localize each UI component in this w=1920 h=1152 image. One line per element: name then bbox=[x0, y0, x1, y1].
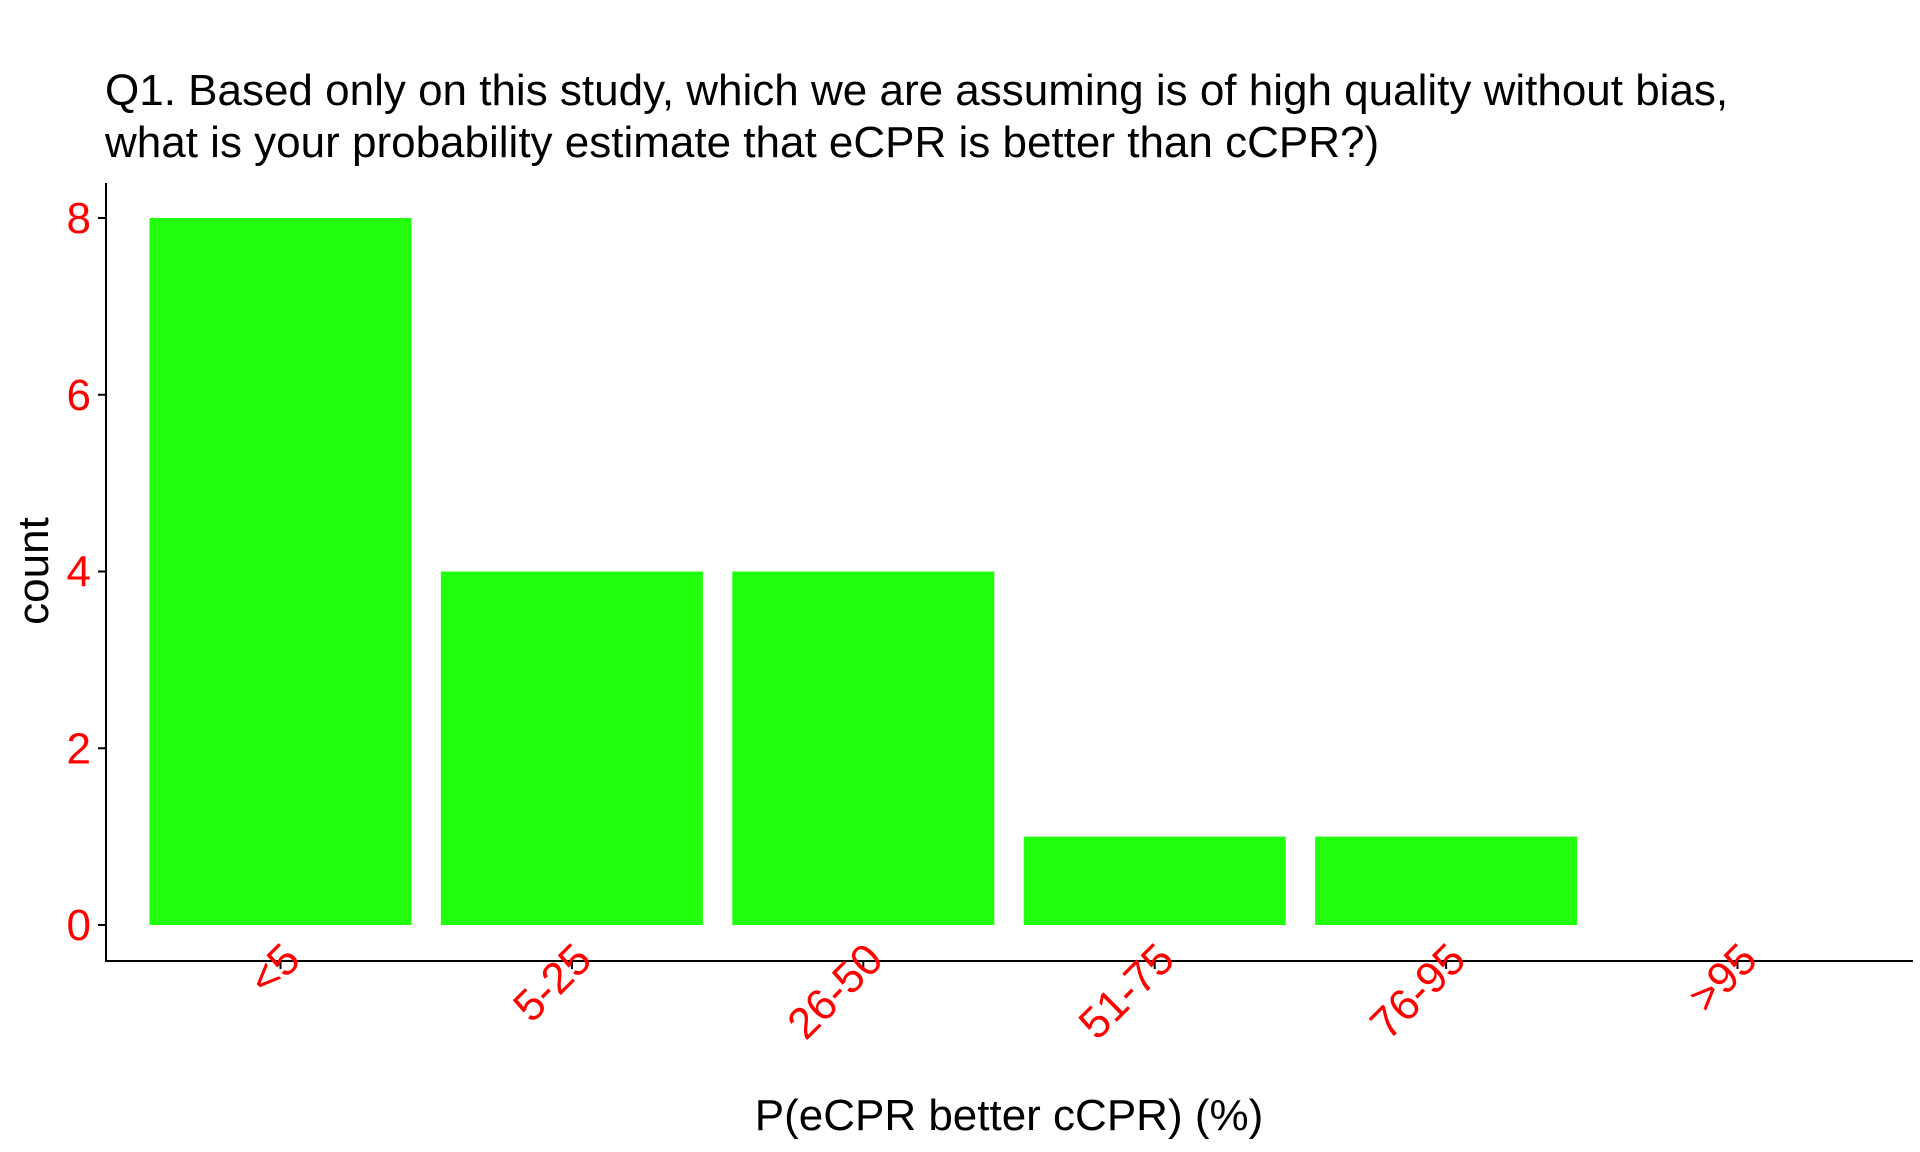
y-tick-label-3: 6 bbox=[67, 371, 91, 420]
y-axis-title: count bbox=[9, 517, 58, 625]
bar-3 bbox=[1023, 836, 1286, 925]
x-tick-label-4: 76-95 bbox=[1361, 934, 1475, 1048]
x-tick-label-0: <5 bbox=[239, 934, 309, 1004]
y-tick-label-2: 4 bbox=[67, 548, 91, 597]
chart-title-line-2: what is your probability estimate that e… bbox=[104, 118, 1379, 167]
x-axis-ticks: <5 5-25 26-50 51-75 76-95 >95 bbox=[239, 934, 1766, 1048]
bar-0 bbox=[149, 218, 412, 925]
bar-1 bbox=[440, 571, 703, 925]
bar-2 bbox=[732, 571, 995, 925]
plot-area bbox=[149, 218, 1578, 925]
x-tick-label-3: 51-75 bbox=[1070, 934, 1184, 1048]
y-tick-label-0: 0 bbox=[67, 901, 91, 950]
x-tick-label-5: >95 bbox=[1679, 934, 1766, 1021]
y-tick-label-1: 2 bbox=[67, 724, 91, 773]
x-tick-label-2: 26-50 bbox=[778, 934, 892, 1048]
chart-title-line-1: Q1. Based only on this study, which we a… bbox=[105, 66, 1728, 115]
y-tick-label-4: 8 bbox=[67, 194, 91, 243]
y-axis-ticks: 0 2 4 6 8 bbox=[67, 194, 106, 950]
x-axis-title: P(eCPR better cCPR) (%) bbox=[755, 1091, 1264, 1140]
bar-4 bbox=[1315, 836, 1578, 925]
x-tick-label-1: 5-25 bbox=[504, 934, 601, 1031]
